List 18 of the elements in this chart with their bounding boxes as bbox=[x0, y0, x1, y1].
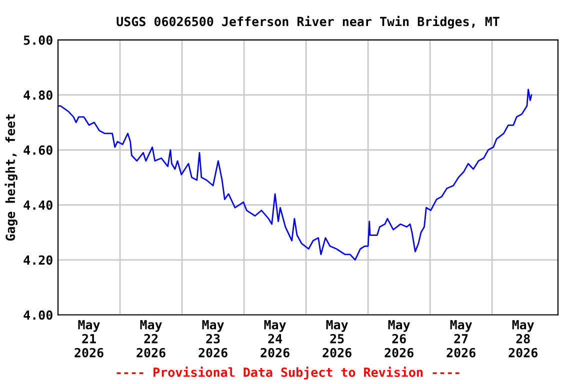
y-tick-label: 5.00 bbox=[24, 35, 52, 45]
x-tick-label: May 22 2026 bbox=[136, 320, 166, 358]
x-tick-label: May 25 2026 bbox=[322, 320, 352, 358]
chart-title: USGS 06026500 Jefferson River near Twin Bridges, MT bbox=[116, 16, 500, 29]
y-tick-label: 4.60 bbox=[24, 145, 52, 155]
line-series bbox=[58, 88, 532, 261]
x-tick-label: May 21 2026 bbox=[74, 320, 104, 358]
text: ---- Provisional Data Subject to Revision ---- bbox=[116, 366, 460, 380]
y-tick-label: 4.20 bbox=[24, 255, 52, 265]
y-tick-label: 4.80 bbox=[24, 90, 52, 100]
x-tick-label: May 27 2026 bbox=[446, 320, 476, 358]
y-tick-label: 4.00 bbox=[24, 310, 52, 320]
x-tick-label: May 23 2026 bbox=[198, 320, 228, 358]
x-tick-label: May 28 2026 bbox=[508, 320, 538, 358]
x-tick-label: May 24 2026 bbox=[260, 320, 290, 358]
y-axis-title: Gage height, feet bbox=[4, 114, 18, 241]
y-tick-label: 4.40 bbox=[24, 200, 52, 210]
x-tick-label: May 26 2026 bbox=[384, 320, 414, 358]
